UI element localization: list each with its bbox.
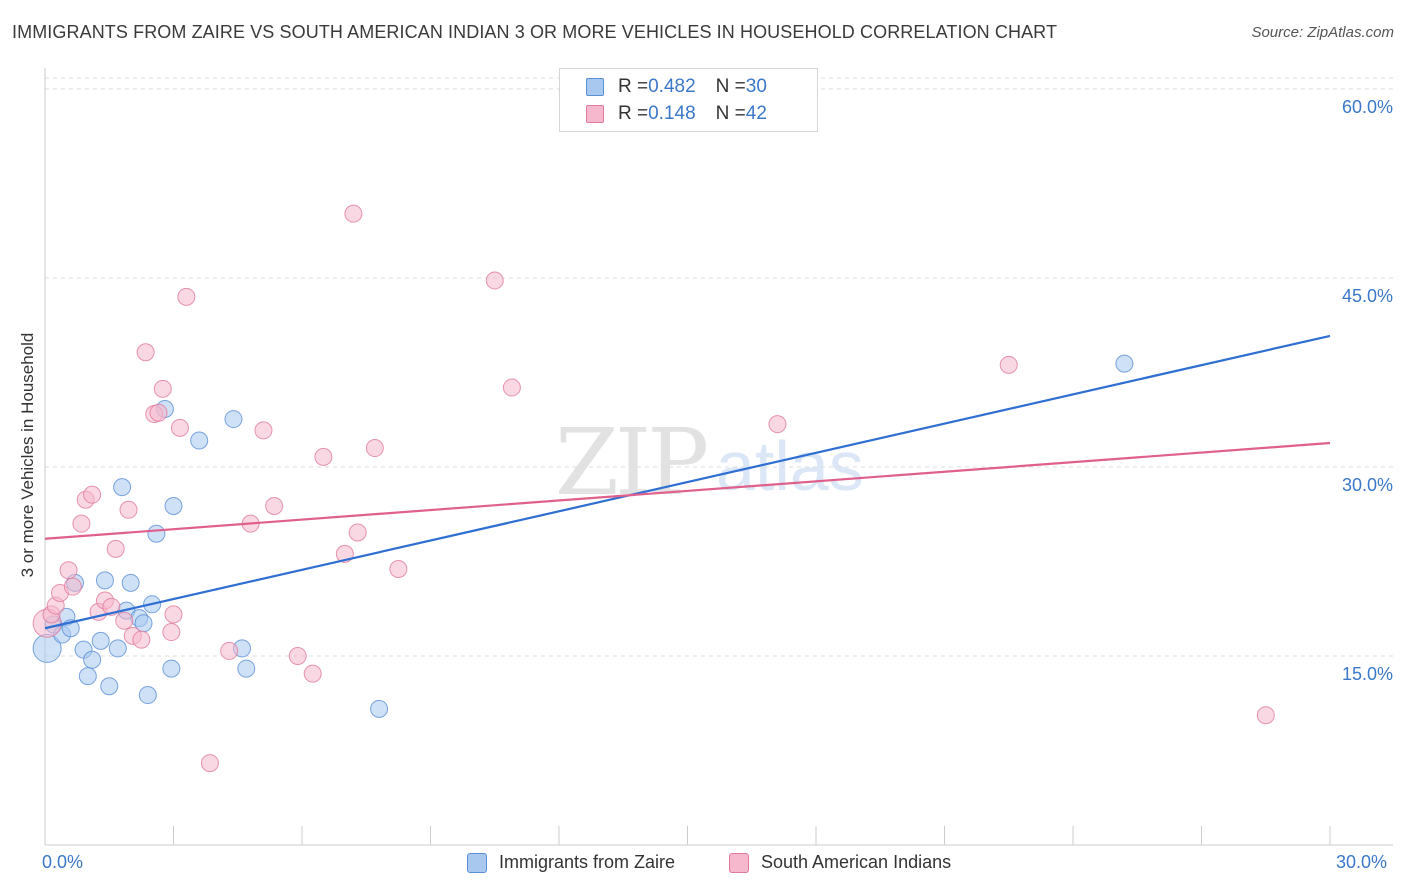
x-tick-label-max: 30.0% — [1336, 852, 1388, 872]
r-value: 0.482 — [648, 76, 696, 97]
watermark-atlas: atlas — [716, 427, 864, 505]
blue-data-point — [121, 573, 140, 592]
pink-data-point — [63, 577, 82, 596]
blue-data-point — [78, 667, 97, 686]
pink-data-point — [365, 439, 384, 458]
pink-data-point — [149, 403, 168, 422]
pink-data-point — [106, 539, 125, 558]
y-axis-label: 3 or more Vehicles in Household — [18, 332, 37, 578]
blue-data-point — [113, 478, 132, 497]
n-value: 30 — [745, 76, 767, 97]
stats-legend-row-south-american: R = 0.148 N = 42 — [586, 103, 767, 125]
source-credit: Source: ZipAtlas.com — [1251, 24, 1394, 41]
pink-data-point — [1256, 706, 1275, 725]
y-tick-label: 60.0% — [1342, 97, 1393, 117]
pink-data-point — [220, 641, 239, 660]
pink-data-point — [153, 379, 172, 398]
pink-data-point — [170, 418, 189, 437]
blue-data-point — [224, 410, 243, 429]
n-value: 42 — [745, 103, 767, 124]
pink-data-point — [59, 561, 78, 580]
blue-trend-line — [44, 334, 1331, 630]
legend-label-zaire: Immigrants from Zaire — [499, 852, 676, 872]
pink-data-point — [136, 343, 155, 362]
stats-legend-row-zaire: R = 0.482 N = 30 — [586, 76, 767, 98]
chart-title: IMMIGRANTS FROM ZAIRE VS SOUTH AMERICAN … — [12, 22, 1058, 42]
y-tick-label: 45.0% — [1342, 286, 1393, 306]
blue-data-point — [91, 631, 110, 650]
stats-legend: R = 0.482 N = 30 R = 0.148 N = 42 — [559, 68, 818, 132]
legend-item-south-american-indians[interactable]: South American Indians — [729, 852, 951, 873]
r-value: 0.148 — [648, 103, 696, 124]
pink-data-point — [164, 605, 183, 624]
blue-data-point — [83, 650, 102, 669]
pink-data-point — [485, 271, 504, 290]
blue-data-point — [164, 497, 183, 516]
r-label: R = — [618, 103, 649, 124]
n-label: N = — [715, 76, 746, 97]
blue-data-point — [100, 677, 119, 696]
blue-data-point — [237, 659, 256, 678]
pink-swatch-icon — [729, 852, 749, 873]
pink-data-point — [115, 611, 134, 630]
pink-data-point — [348, 523, 367, 542]
y-tick-label: 15.0% — [1342, 664, 1393, 684]
pink-swatch-icon — [586, 105, 604, 123]
pink-data-point — [389, 560, 408, 579]
pink-data-point — [999, 355, 1018, 374]
legend-item-zaire[interactable]: Immigrants from Zaire — [467, 852, 675, 873]
blue-data-point — [147, 524, 166, 543]
pink-data-point — [72, 514, 91, 533]
pink-data-point — [162, 623, 181, 642]
y-tick-label: 30.0% — [1342, 475, 1393, 495]
blue-data-point — [190, 431, 209, 450]
blue-data-point — [370, 699, 389, 718]
n-label: N = — [715, 103, 746, 124]
pink-data-point — [200, 754, 219, 773]
pink-data-point — [119, 500, 138, 519]
pink-data-point — [177, 287, 196, 306]
pink-data-point — [265, 497, 284, 516]
pink-data-point — [288, 646, 307, 665]
pink-data-point — [303, 664, 322, 683]
r-label: R = — [618, 76, 649, 97]
pink-data-point — [502, 378, 521, 397]
blue-data-point — [108, 639, 127, 658]
blue-data-point — [138, 686, 157, 705]
x-tick-label-min: 0.0% — [42, 852, 84, 872]
blue-data-point — [162, 659, 181, 678]
pink-data-point — [254, 421, 273, 440]
blue-data-point — [1115, 354, 1134, 373]
blue-data-point — [95, 571, 114, 590]
pink-data-point — [132, 630, 151, 649]
blue-swatch-icon — [467, 852, 487, 873]
pink-data-point — [344, 204, 363, 223]
blue-swatch-icon — [586, 78, 604, 96]
pink-data-point — [314, 447, 333, 466]
pink-data-point — [768, 415, 787, 434]
legend-label-south-american-indians: South American Indians — [761, 852, 952, 872]
pink-data-point — [83, 485, 102, 504]
pink-trend-line — [44, 441, 1331, 540]
